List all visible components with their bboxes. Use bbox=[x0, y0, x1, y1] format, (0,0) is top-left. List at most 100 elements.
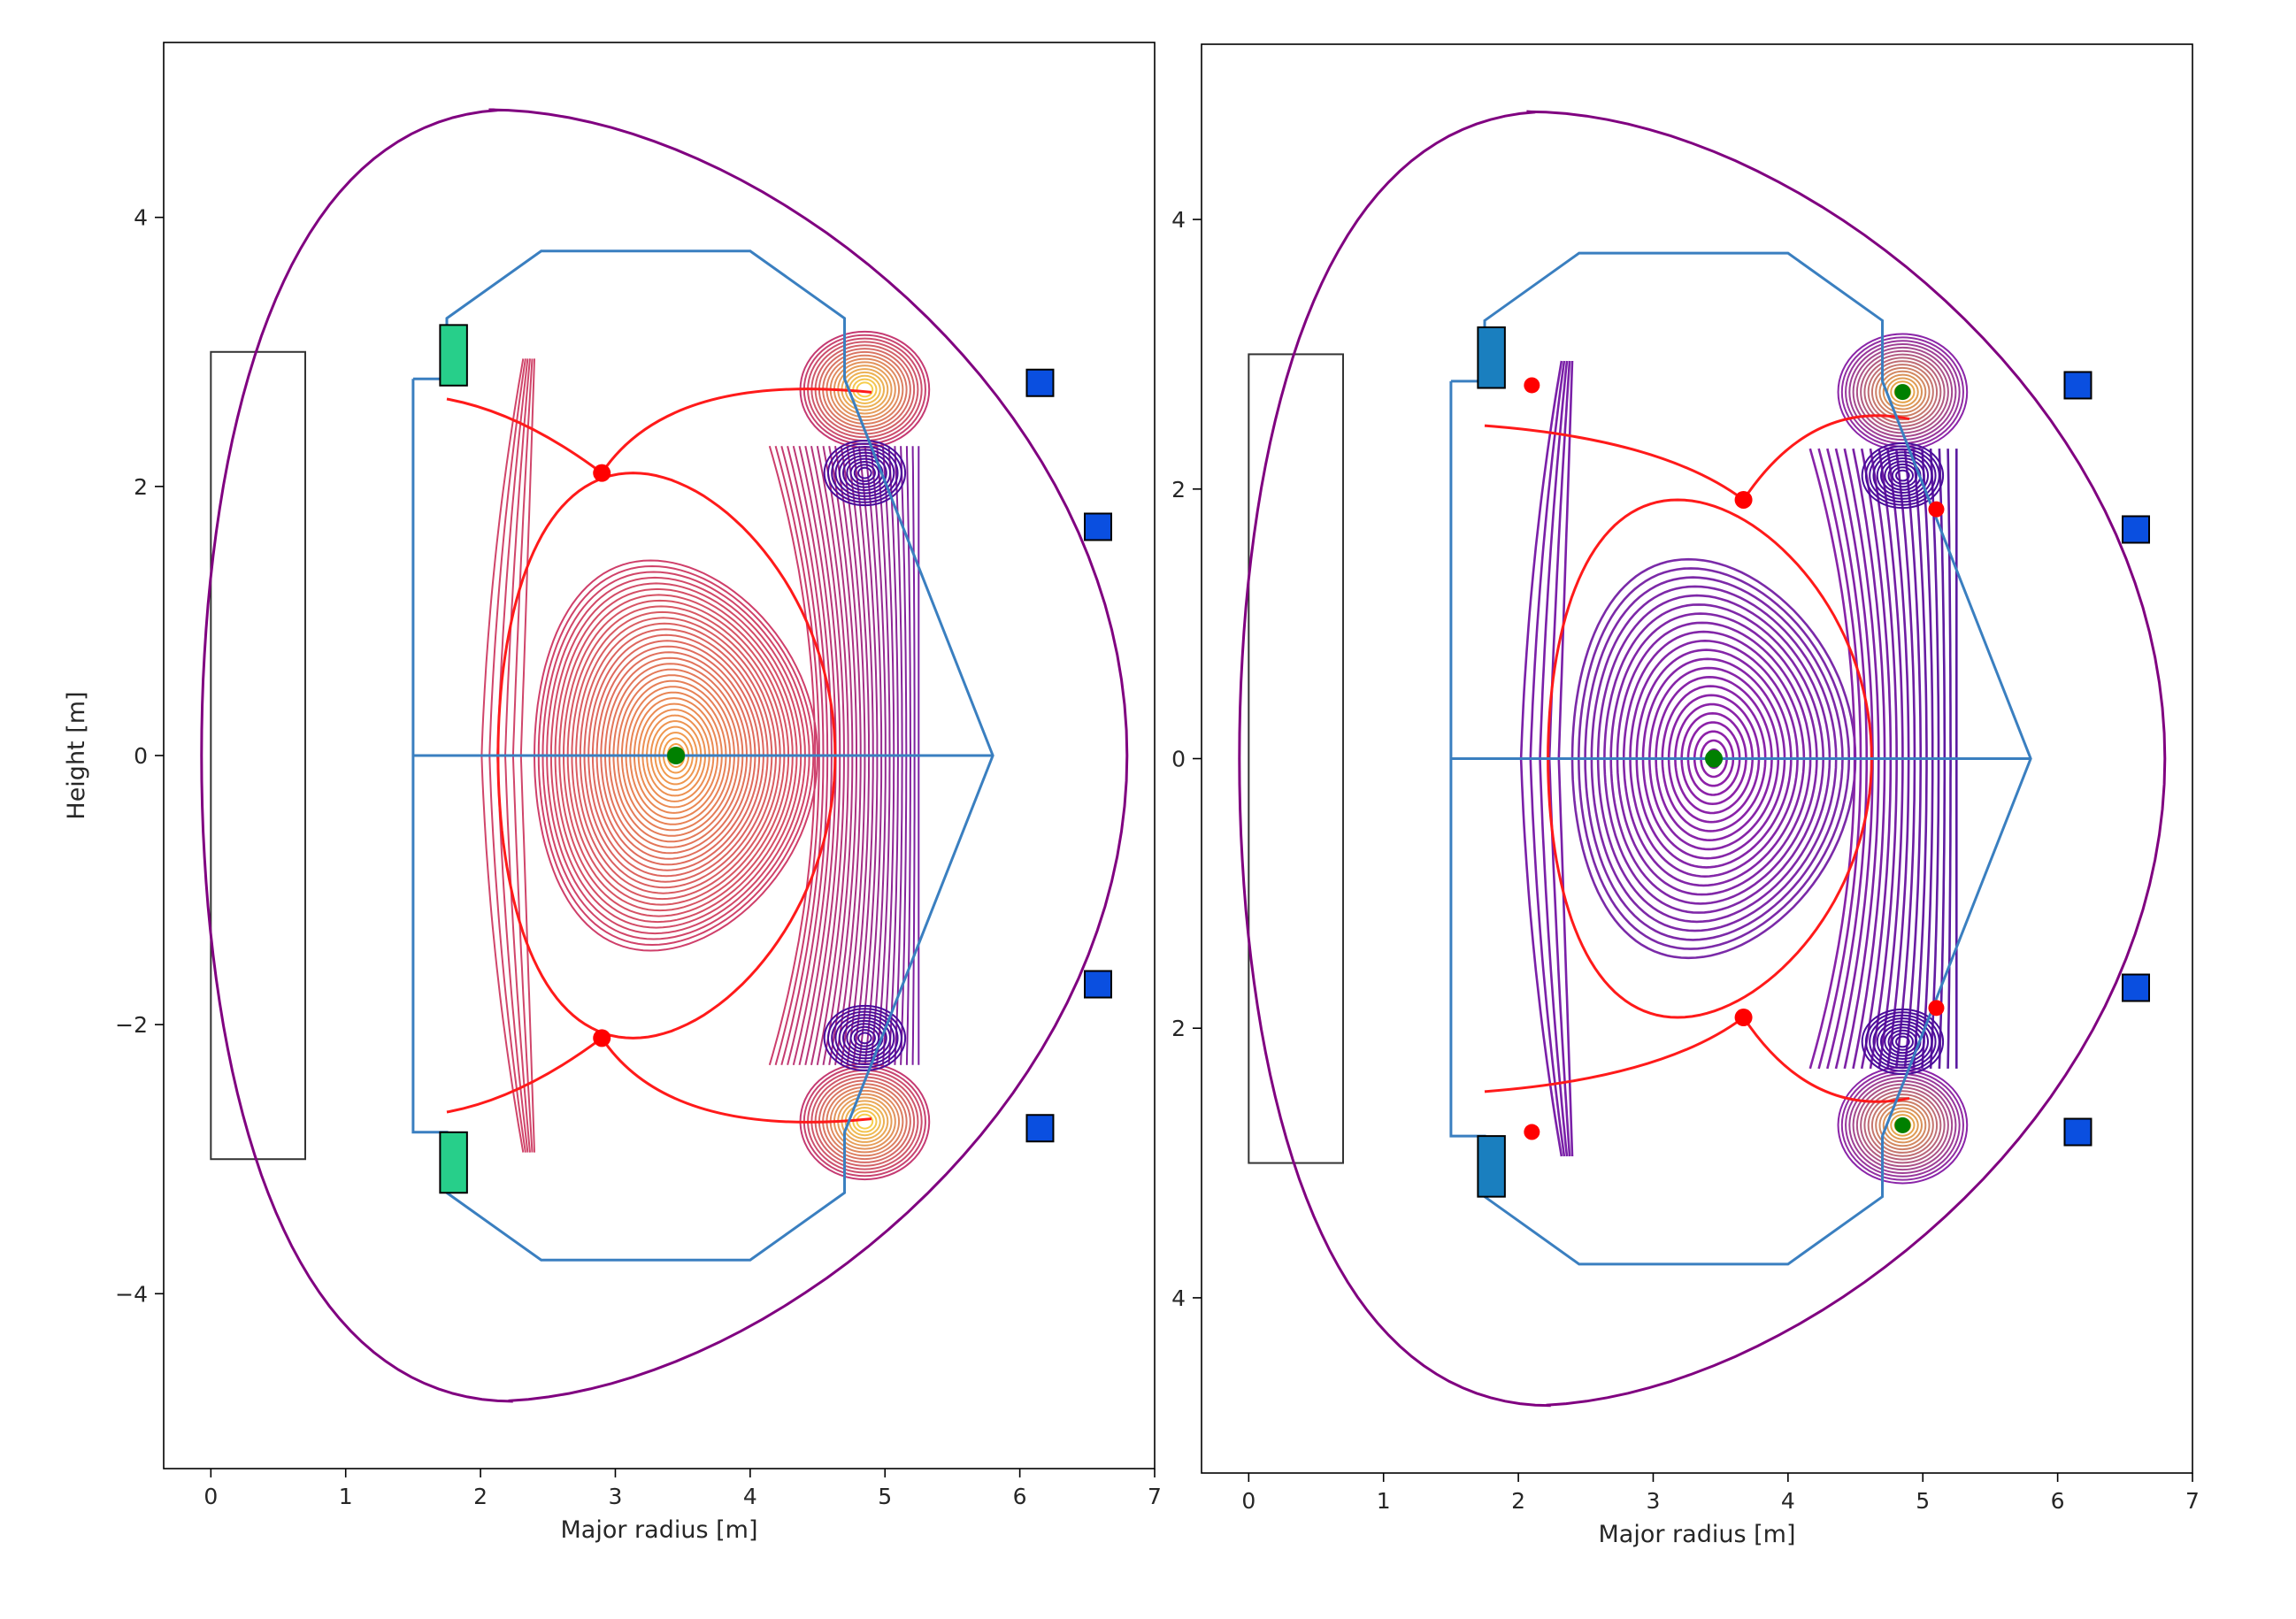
x-tick-label: 7 bbox=[2185, 1488, 2200, 1514]
coil-vortex-ring bbox=[1867, 360, 1939, 424]
y-tick-label: 2 bbox=[1171, 477, 1186, 503]
coil-vortex-ring bbox=[842, 455, 887, 492]
coil-vortex-ring bbox=[1875, 366, 1931, 418]
coil-vortex-ring bbox=[849, 1025, 880, 1051]
coil-vortex-ring bbox=[853, 464, 876, 482]
coil-vortex-ring bbox=[1872, 1017, 1933, 1066]
separatrix-leg bbox=[600, 1037, 872, 1124]
x-tick-label: 1 bbox=[339, 1484, 353, 1509]
separatrix-leg bbox=[600, 387, 872, 474]
y-tick-label: 0 bbox=[134, 743, 148, 769]
separatrix-leg bbox=[446, 397, 603, 474]
pf-coil bbox=[2122, 973, 2150, 1002]
coil-vortex-ring bbox=[1890, 380, 1916, 403]
coil-vortex-ring bbox=[1870, 1096, 1934, 1154]
x-tick-label: 4 bbox=[1781, 1488, 1795, 1514]
x-tick-label: 1 bbox=[1377, 1488, 1391, 1514]
coil-vortex-ring bbox=[1880, 1023, 1925, 1060]
coil-vortex-ring bbox=[1861, 1008, 1945, 1076]
coil-vortex-ring bbox=[834, 449, 895, 497]
coil-vortex-ring bbox=[856, 1113, 874, 1130]
x-axis-label: Major radius [m] bbox=[1599, 1521, 1796, 1548]
coil-vortex-ring bbox=[1890, 1114, 1916, 1137]
coil-vortex-ring bbox=[1852, 1079, 1954, 1171]
x-point-marker bbox=[593, 1029, 611, 1047]
plot-area bbox=[200, 108, 1129, 1403]
coil-vortex-ring bbox=[826, 442, 902, 503]
pf-coil bbox=[2122, 515, 2150, 544]
x-point-marker bbox=[1734, 1009, 1753, 1027]
y-tick-label: 4 bbox=[134, 205, 148, 231]
coil-vortex-ring bbox=[1864, 445, 1940, 506]
coil-vortex-ring bbox=[1875, 1100, 1931, 1151]
x-point-marker bbox=[1928, 501, 1945, 518]
pf-coil bbox=[2063, 371, 2093, 400]
x-tick-label: 0 bbox=[1241, 1488, 1256, 1514]
y-tick-label: −4 bbox=[115, 1281, 148, 1307]
divertor-coil bbox=[439, 1131, 468, 1194]
coil-vortex-ring bbox=[1863, 1090, 1942, 1161]
coil-vortex-ring bbox=[1852, 346, 1954, 438]
pf-coil bbox=[2063, 1117, 2093, 1147]
magnetic-axis-marker bbox=[1705, 749, 1724, 768]
divertor-coil bbox=[1477, 326, 1506, 389]
x-tick-label: 2 bbox=[473, 1484, 488, 1509]
separatrix-leg bbox=[1742, 414, 1910, 501]
pf-coil bbox=[1084, 512, 1112, 541]
x-point-marker bbox=[593, 464, 611, 482]
x-tick-label: 5 bbox=[878, 1484, 892, 1509]
coil-vortex-ring bbox=[1870, 364, 1934, 421]
x-tick-label: 3 bbox=[609, 1484, 623, 1509]
coil-vortex-ring bbox=[1848, 1076, 1957, 1174]
x-point-marker bbox=[1524, 377, 1540, 394]
coil-vortex-ring bbox=[1863, 357, 1942, 427]
coil-vortex-ring bbox=[849, 460, 880, 486]
divertor-coil bbox=[1477, 1135, 1506, 1198]
coil-vortex-ring bbox=[1882, 1107, 1924, 1144]
x-tick-label: 0 bbox=[203, 1484, 218, 1509]
coil-vortex-ring bbox=[823, 440, 907, 507]
coil-vortex-ring bbox=[831, 445, 899, 501]
coil-vortex-ring bbox=[1872, 451, 1933, 500]
coil-vortex-ring bbox=[1876, 1020, 1930, 1063]
coil-vortex-ring bbox=[1878, 1103, 1927, 1147]
y-tick-label: 4 bbox=[1171, 207, 1186, 233]
x-tick-label: 5 bbox=[1916, 1488, 1930, 1514]
coil-vortex-ring bbox=[826, 1008, 902, 1069]
x-tick-label: 6 bbox=[2051, 1488, 2065, 1514]
x-tick-label: 2 bbox=[1511, 1488, 1525, 1514]
coil-vortex-ring bbox=[1891, 466, 1914, 485]
x-tick-label: 6 bbox=[1013, 1484, 1027, 1509]
coil-vortex-ring bbox=[1848, 343, 1957, 441]
x-tick-label: 7 bbox=[1148, 1484, 1162, 1509]
y-axis-label: Height [m] bbox=[63, 691, 90, 819]
x-point-marker bbox=[1928, 1000, 1945, 1017]
coil-vortex-ring bbox=[1887, 1029, 1918, 1055]
x-point-marker bbox=[1734, 490, 1753, 509]
coil-vortex-ring bbox=[1891, 1032, 1914, 1051]
central-solenoid bbox=[210, 350, 306, 1161]
coil-vortex-ring bbox=[857, 466, 872, 480]
y-tick-label: 2 bbox=[134, 474, 148, 500]
central-solenoid bbox=[1248, 353, 1345, 1164]
coil-vortex-ring bbox=[1895, 469, 1910, 482]
coil-vortex-ring bbox=[838, 1017, 892, 1060]
y-tick-label: 0 bbox=[1171, 747, 1186, 772]
y-tick-label: −2 bbox=[115, 1012, 148, 1038]
coil-vortex-ring bbox=[1895, 1035, 1910, 1048]
coil-vortex-ring bbox=[853, 1029, 876, 1047]
coil-vortex-ring bbox=[831, 1010, 899, 1066]
pf-coil bbox=[1025, 1114, 1055, 1143]
coil-vortex-ring bbox=[1882, 373, 1924, 411]
coil-vortex-ring bbox=[1880, 457, 1925, 495]
separatrix-leg bbox=[1484, 1016, 1745, 1093]
x-tick-label: 3 bbox=[1647, 1488, 1661, 1514]
right-plot: 0 1 2 3 4 5 6 7 4 2 0 2 4 Major radius [m] bbox=[1171, 43, 2200, 1548]
divertor-coil bbox=[439, 324, 468, 387]
left-plot: 0 1 2 3 4 5 6 7 −4 −2 0 2 4 Major radius [m] Height [m… bbox=[63, 42, 1162, 1544]
coil-vortex-ring bbox=[857, 1032, 872, 1045]
separatrix-leg bbox=[1742, 1017, 1910, 1103]
x-axis-label: Major radius [m] bbox=[561, 1516, 758, 1544]
coil-vortex-ring bbox=[1887, 463, 1918, 488]
